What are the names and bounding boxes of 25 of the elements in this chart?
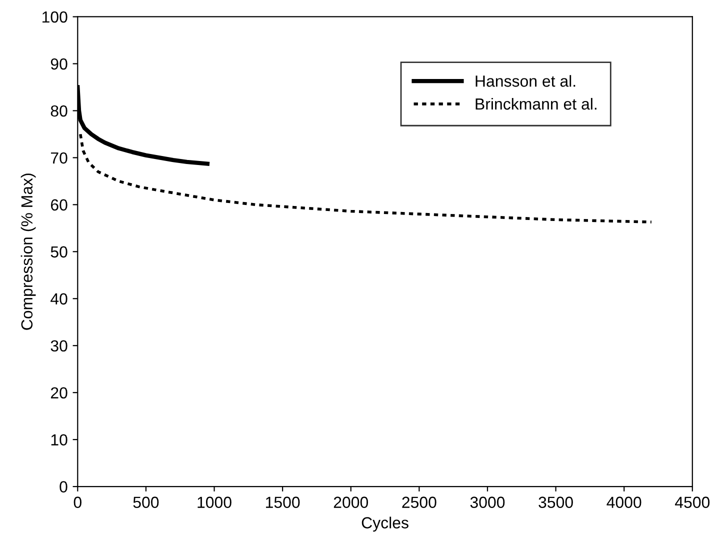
y-tick-label: 90: [50, 58, 68, 70]
x-tick-label: 4500: [675, 496, 710, 508]
x-tick-label: 4000: [606, 496, 642, 508]
y-tick-label: 10: [51, 434, 68, 446]
x-tick-label: 3500: [538, 496, 573, 508]
y-tick-label: 0: [60, 481, 68, 492]
x-tick-label: 2000: [334, 496, 368, 508]
y-axis-title: Compression (% Max): [20, 174, 36, 330]
x-axis-title: Cycles: [362, 516, 408, 532]
y-tick-label: 50: [50, 246, 68, 258]
y-tick-label: 80: [50, 105, 68, 117]
legend-label: Brinckmann et al.: [476, 98, 596, 110]
y-tick-label: 70: [50, 152, 68, 164]
y-tick-label: 100: [42, 11, 68, 23]
x-tick-label: 3000: [470, 496, 505, 508]
legend-label: Hansson et al.: [476, 75, 576, 87]
x-tick-label: 500: [133, 496, 159, 508]
y-tick-label: 40: [50, 293, 68, 305]
y-tick-label: 30: [50, 340, 68, 352]
x-tick-label: 1000: [198, 496, 232, 508]
x-tick-label: 2500: [402, 496, 436, 508]
y-tick-label: 20: [50, 387, 68, 399]
x-tick-label: 1500: [266, 496, 300, 508]
x-tick-label: 0: [74, 496, 82, 508]
y-tick-label: 60: [50, 199, 68, 211]
